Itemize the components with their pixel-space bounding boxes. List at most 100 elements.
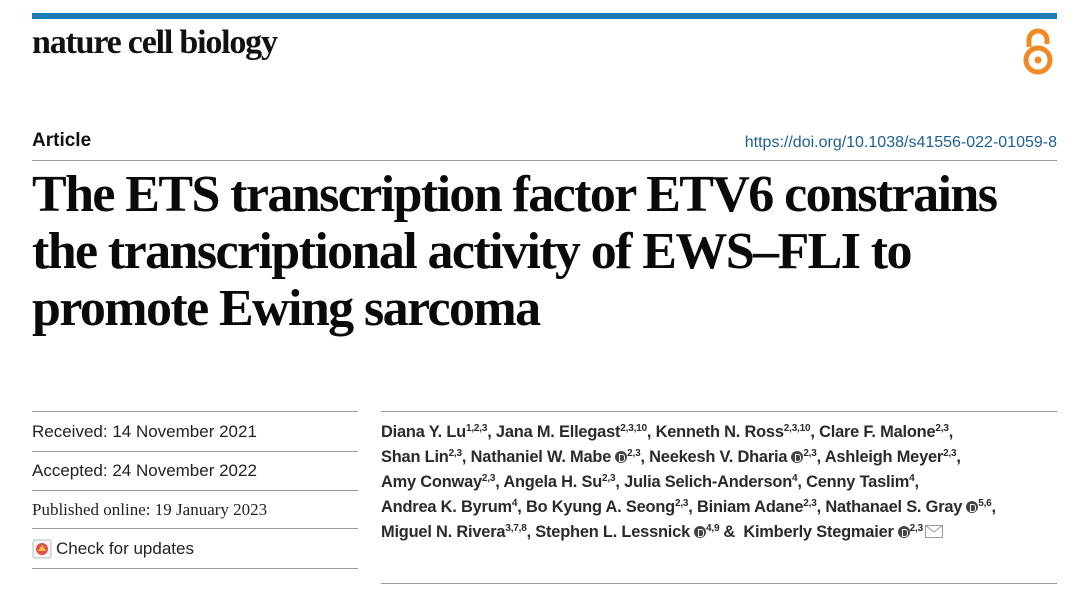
author-name: Ashleigh Meyer bbox=[824, 448, 944, 466]
affiliation: 2,3 bbox=[803, 448, 817, 459]
author-name: Stephen L. Lessnick bbox=[535, 523, 690, 541]
published-date: Published online: 19 January 2023 bbox=[32, 500, 268, 519]
check-updates[interactable]: Check for updates bbox=[32, 539, 194, 559]
separator: , bbox=[526, 523, 532, 541]
divider bbox=[381, 583, 1057, 584]
orcid-icon bbox=[791, 451, 804, 463]
author-name: Bo Kyung A. Seong bbox=[525, 498, 675, 516]
check-updates-text: Check for updates bbox=[56, 539, 194, 558]
received-date: Received: 14 November 2021 bbox=[32, 422, 257, 441]
author: Kimberly Stegmaier 2,3 bbox=[743, 523, 923, 541]
orcid-icon bbox=[615, 451, 628, 463]
divider bbox=[32, 528, 358, 529]
separator: , bbox=[991, 498, 997, 516]
author: Ashleigh Meyer2,3, bbox=[825, 448, 961, 466]
separator: , bbox=[640, 448, 645, 466]
affiliation: 2,3 bbox=[627, 448, 641, 459]
affiliation: 2,3 bbox=[448, 448, 463, 459]
separator: , bbox=[517, 498, 522, 516]
orcid-icon bbox=[694, 526, 706, 538]
title-line: The ETS transcription factor ETV6 constr… bbox=[32, 166, 998, 223]
orcid-icon bbox=[897, 526, 910, 538]
author: Bo Kyung A. Seong2,3, bbox=[526, 498, 693, 516]
author-name: Andrea K. Byrum bbox=[381, 498, 512, 516]
author: Amy Conway2,3, bbox=[381, 473, 500, 491]
separator: , bbox=[461, 448, 467, 466]
divider bbox=[32, 451, 358, 452]
affiliation: 2,3 bbox=[602, 473, 616, 484]
affiliation: 2,3,10 bbox=[620, 423, 647, 434]
doi-link[interactable]: https://doi.org/10.1038/s41556-022-01059… bbox=[744, 134, 1057, 151]
author-name: Jana M. Ellegast bbox=[495, 423, 621, 441]
author: Jana M. Ellegast2,3,10, bbox=[495, 423, 652, 441]
open-access-icon bbox=[1023, 28, 1053, 75]
author: Clare F. Malone2,3, bbox=[819, 423, 953, 441]
author-name: Kimberly Stegmaier bbox=[743, 523, 894, 541]
author-name: Cenny Taslim bbox=[806, 473, 910, 491]
author: Neekesh V. Dharia 2,3, bbox=[649, 448, 821, 466]
divider bbox=[32, 490, 358, 491]
affiliation: 5,6 bbox=[978, 498, 992, 509]
author-name: Kenneth N. Ross bbox=[655, 423, 784, 441]
author: Angela H. Su2,3, bbox=[503, 473, 620, 491]
author: Stephen L. Lessnick 4,9 & bbox=[535, 523, 739, 541]
separator: , bbox=[810, 423, 815, 441]
email-icon[interactable] bbox=[924, 525, 943, 538]
title-line: promote Ewing sarcoma bbox=[32, 280, 541, 337]
author-name: Neekesh V. Dharia bbox=[649, 448, 788, 466]
separator: , bbox=[914, 473, 919, 491]
separator: , bbox=[816, 498, 822, 516]
author-name: Amy Conway bbox=[381, 473, 482, 491]
author: Diana Y. Lu1,2,3, bbox=[381, 423, 492, 441]
affiliation: 2,3 bbox=[481, 473, 496, 484]
author-name: Diana Y. Lu bbox=[381, 423, 466, 441]
author-name: Miguel N. Rivera bbox=[381, 523, 506, 541]
author-line: Diana Y. Lu1,2,3, Jana M. Ellegast2,3,10… bbox=[381, 420, 996, 445]
author-name: Nathanael S. Gray bbox=[825, 498, 963, 516]
separator: , bbox=[797, 473, 802, 491]
orcid-icon bbox=[966, 501, 979, 513]
affiliation: 2,3 bbox=[943, 448, 957, 459]
author: Biniam Adane2,3, bbox=[697, 498, 821, 516]
affiliation: 2,3 bbox=[803, 498, 817, 509]
author-name: Julia Selich-Anderson bbox=[624, 473, 793, 491]
affiliation: 4 bbox=[511, 498, 518, 509]
author: Nathaniel W. Mabe 2,3, bbox=[471, 448, 645, 466]
author-name: Clare F. Malone bbox=[819, 423, 936, 441]
separator: , bbox=[646, 423, 652, 441]
separator: , bbox=[487, 423, 492, 441]
affiliation: 4 bbox=[792, 473, 798, 484]
divider bbox=[32, 411, 358, 412]
affiliation: 2,3,10 bbox=[783, 423, 811, 434]
author: Andrea K. Byrum4, bbox=[381, 498, 522, 516]
author-line: Miguel N. Rivera3,7,8, Stephen L. Lessni… bbox=[381, 520, 996, 545]
divider bbox=[32, 160, 1057, 161]
affiliation: 3,7,8 bbox=[505, 523, 527, 534]
author-list: Diana Y. Lu1,2,3, Jana M. Ellegast2,3,10… bbox=[381, 420, 996, 545]
separator: & bbox=[723, 523, 735, 541]
author-name: Shan Lin bbox=[381, 448, 449, 466]
separator: , bbox=[615, 473, 620, 491]
author: Miguel N. Rivera3,7,8, bbox=[381, 523, 531, 541]
affiliation: 1,2,3 bbox=[465, 423, 488, 434]
author-line: Shan Lin2,3, Nathaniel W. Mabe 2,3, Neeke… bbox=[381, 445, 996, 470]
author: Kenneth N. Ross2,3,10, bbox=[656, 423, 815, 441]
divider bbox=[381, 411, 1057, 412]
check-updates-icon bbox=[32, 539, 52, 559]
author: Nathanael S. Gray 5,6, bbox=[825, 498, 996, 516]
affiliation: 2,3 bbox=[909, 523, 924, 534]
author-name: Nathaniel W. Mabe bbox=[470, 448, 612, 466]
separator: , bbox=[495, 473, 500, 491]
author-name: Angela H. Su bbox=[503, 473, 603, 491]
accepted-date: Accepted: 24 November 2022 bbox=[32, 461, 257, 480]
affiliation: 2,3 bbox=[674, 498, 689, 509]
author: Shan Lin2,3, bbox=[381, 448, 466, 466]
author-line: Amy Conway2,3, Angela H. Su2,3, Julia Se… bbox=[381, 470, 996, 495]
top-bar bbox=[32, 13, 1057, 19]
author-name: Biniam Adane bbox=[696, 498, 804, 516]
affiliation: 4 bbox=[909, 473, 915, 484]
author-line: Andrea K. Byrum4, Bo Kyung A. Seong2,3, … bbox=[381, 495, 996, 520]
article-type: Article bbox=[32, 130, 92, 151]
separator: , bbox=[816, 448, 822, 466]
